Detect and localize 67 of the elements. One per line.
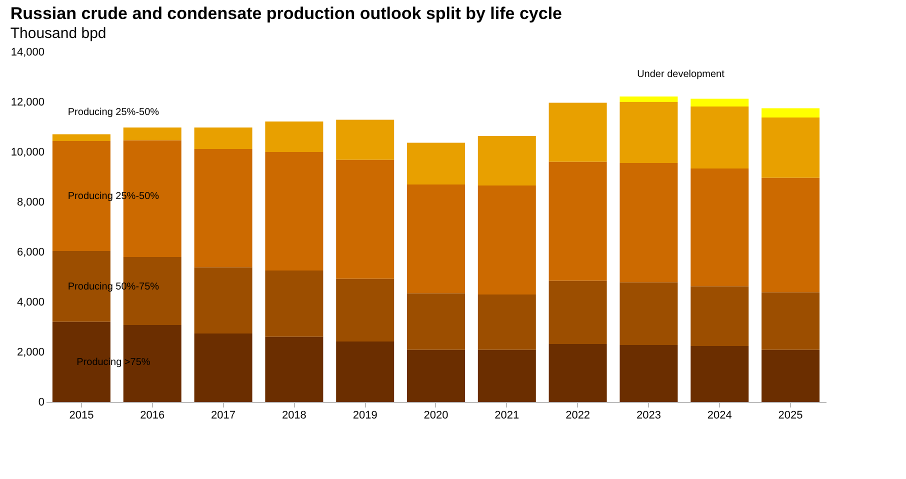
bar xyxy=(762,178,820,292)
chart-title: Russian crude and condensate production outlook split by life cycle xyxy=(10,4,562,23)
bar xyxy=(194,149,252,268)
bar xyxy=(762,108,820,118)
y-tick-label: 14,000 xyxy=(10,46,44,58)
bar xyxy=(265,270,324,337)
x-tick-label: 2015 xyxy=(69,410,94,422)
y-tick-label: 0 xyxy=(38,396,44,408)
bar xyxy=(265,336,324,402)
x-tick-label: 2020 xyxy=(424,410,448,422)
bar xyxy=(478,350,536,402)
y-tick-label: 8,000 xyxy=(16,196,44,208)
bar xyxy=(620,163,678,282)
bar xyxy=(123,325,182,402)
bar xyxy=(762,350,820,402)
bar xyxy=(194,128,252,149)
bar xyxy=(478,186,536,294)
x-tick-label: 2025 xyxy=(778,410,803,422)
bar xyxy=(620,102,678,163)
x-tick-label: 2024 xyxy=(707,410,732,422)
bar xyxy=(478,136,536,186)
bar xyxy=(336,120,394,160)
bar xyxy=(690,98,749,106)
bar xyxy=(407,142,465,184)
bar xyxy=(407,350,465,402)
bar xyxy=(620,345,678,402)
series-label: Under development xyxy=(637,69,725,80)
bar xyxy=(407,293,465,350)
bar xyxy=(265,122,324,152)
bar xyxy=(548,344,607,402)
series-label: Producing 25%-50% xyxy=(68,106,160,118)
bar xyxy=(407,184,465,294)
bar xyxy=(690,346,749,402)
bar xyxy=(123,128,182,140)
y-tick-label: 4,000 xyxy=(16,296,44,308)
bar xyxy=(620,96,678,102)
y-tick-label: 6,000 xyxy=(16,246,44,258)
chart-subtitle: Thousand bpd xyxy=(10,25,106,42)
y-tick-label: 12,000 xyxy=(10,96,44,108)
bar xyxy=(265,152,324,270)
bar xyxy=(690,106,749,168)
bar xyxy=(336,278,394,342)
x-tick-label: 2023 xyxy=(636,410,661,422)
bar xyxy=(194,267,252,334)
y-tick-label: 2,000 xyxy=(16,346,44,358)
bar xyxy=(478,294,536,350)
x-tick-label: 2016 xyxy=(140,410,165,422)
bar xyxy=(52,134,110,141)
y-tick-label: 10,000 xyxy=(10,146,44,158)
bar xyxy=(336,342,394,402)
bar xyxy=(620,282,678,345)
bar xyxy=(762,292,820,350)
bar xyxy=(52,251,110,322)
bar xyxy=(52,141,110,251)
x-tick-label: 2018 xyxy=(282,410,306,422)
x-tick-label: 2022 xyxy=(566,410,590,422)
bar xyxy=(194,334,252,402)
bar xyxy=(548,102,607,162)
bar xyxy=(690,168,749,286)
bar xyxy=(762,118,820,178)
x-tick-label: 2019 xyxy=(352,410,378,422)
x-tick-label: 2017 xyxy=(211,410,236,422)
bar xyxy=(690,286,749,346)
x-tick-label: 2021 xyxy=(494,410,520,422)
bar xyxy=(548,162,607,281)
bar xyxy=(336,160,394,279)
bar xyxy=(548,280,607,344)
